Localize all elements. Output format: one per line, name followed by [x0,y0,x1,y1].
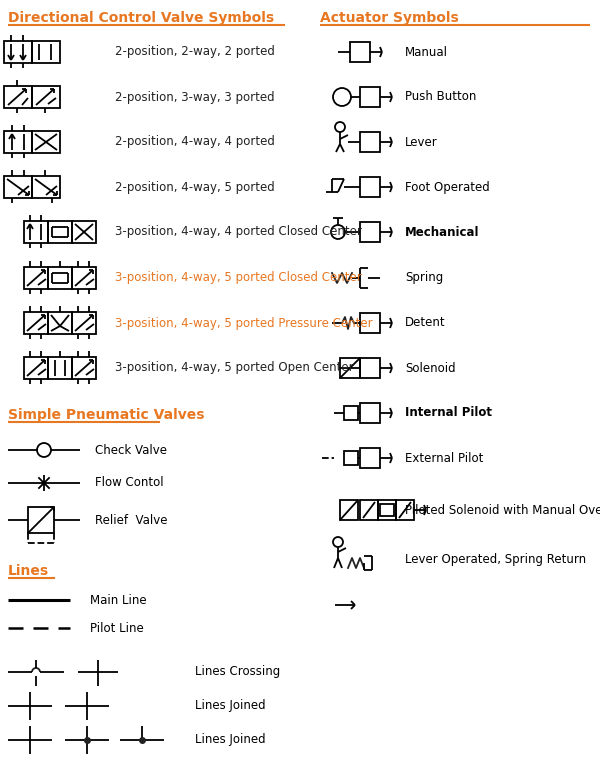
Bar [360,358,380,378]
Text: Push Button: Push Button [405,91,476,104]
Text: Pilot Line: Pilot Line [90,622,144,635]
Text: Directional Control Valve Symbols: Directional Control Valve Symbols [8,11,274,25]
Bar [24,357,48,379]
Text: Relief  Valve: Relief Valve [95,513,167,526]
Text: Lines: Lines [8,564,49,578]
Text: Internal Pilot: Internal Pilot [405,406,492,420]
Bar [48,267,72,289]
Text: Spring: Spring [405,272,443,285]
Bar [4,176,32,198]
Bar [32,41,60,63]
Text: Lines Joined: Lines Joined [195,700,266,713]
Bar [72,267,96,289]
Bar [360,403,380,423]
Bar [48,312,72,334]
Bar [72,312,96,334]
Text: Lever Operated, Spring Return: Lever Operated, Spring Return [405,553,586,567]
Text: 2-position, 3-way, 3 ported: 2-position, 3-way, 3 ported [115,91,275,104]
Bar [24,267,48,289]
Text: 3-position, 4-way, 5 ported Closed Center: 3-position, 4-way, 5 ported Closed Cente… [115,272,362,285]
Bar [360,132,380,152]
Bar [360,500,378,520]
Text: Detent: Detent [405,317,446,330]
Bar [380,504,394,516]
Bar [360,177,380,197]
Text: Flow Contol: Flow Contol [95,477,164,489]
Text: Actuator Symbols: Actuator Symbols [320,11,459,25]
Text: External Pilot: External Pilot [405,451,484,464]
Bar [72,221,96,243]
Text: 3-position, 4-way, 5 ported Pressure Center: 3-position, 4-way, 5 ported Pressure Cen… [115,317,373,330]
Bar [360,448,380,468]
Bar [4,41,32,63]
Bar [32,86,60,108]
Text: Main Line: Main Line [90,594,146,607]
Bar [344,406,358,420]
Bar [4,131,32,153]
Text: 3-position, 4-way, 4 ported Closed Center: 3-position, 4-way, 4 ported Closed Cente… [115,225,362,238]
Text: 2-position, 4-way, 5 ported: 2-position, 4-way, 5 ported [115,180,275,194]
Text: Lines Joined: Lines Joined [195,734,266,746]
Text: Piloted Solenoid with Manual Override: Piloted Solenoid with Manual Override [405,504,600,516]
Text: Check Valve: Check Valve [95,444,167,457]
Text: 2-position, 4-way, 4 ported: 2-position, 4-way, 4 ported [115,135,275,149]
Text: Solenoid: Solenoid [405,361,455,375]
Bar [28,507,54,533]
Text: Manual: Manual [405,46,448,59]
Text: Lines Crossing: Lines Crossing [195,666,280,679]
Bar [360,87,380,107]
Bar [350,42,370,62]
Bar [72,357,96,379]
Bar [4,86,32,108]
Text: Foot Operated: Foot Operated [405,180,490,194]
Bar [396,500,414,520]
Bar [24,312,48,334]
Bar [32,176,60,198]
Text: Simple Pneumatic Valves: Simple Pneumatic Valves [8,408,205,422]
Bar [24,221,48,243]
Bar [378,500,396,520]
Text: 3-position, 4-way, 5 ported Open Center: 3-position, 4-way, 5 ported Open Center [115,361,353,375]
Bar [340,358,360,378]
Bar [48,357,72,379]
Bar [360,222,380,242]
Text: Mechanical: Mechanical [405,225,479,238]
Text: Lever: Lever [405,135,438,149]
Bar [340,500,358,520]
Bar [32,131,60,153]
Text: 2-position, 2-way, 2 ported: 2-position, 2-way, 2 ported [115,46,275,59]
Bar [360,313,380,333]
Bar [48,221,72,243]
Bar [344,451,358,465]
